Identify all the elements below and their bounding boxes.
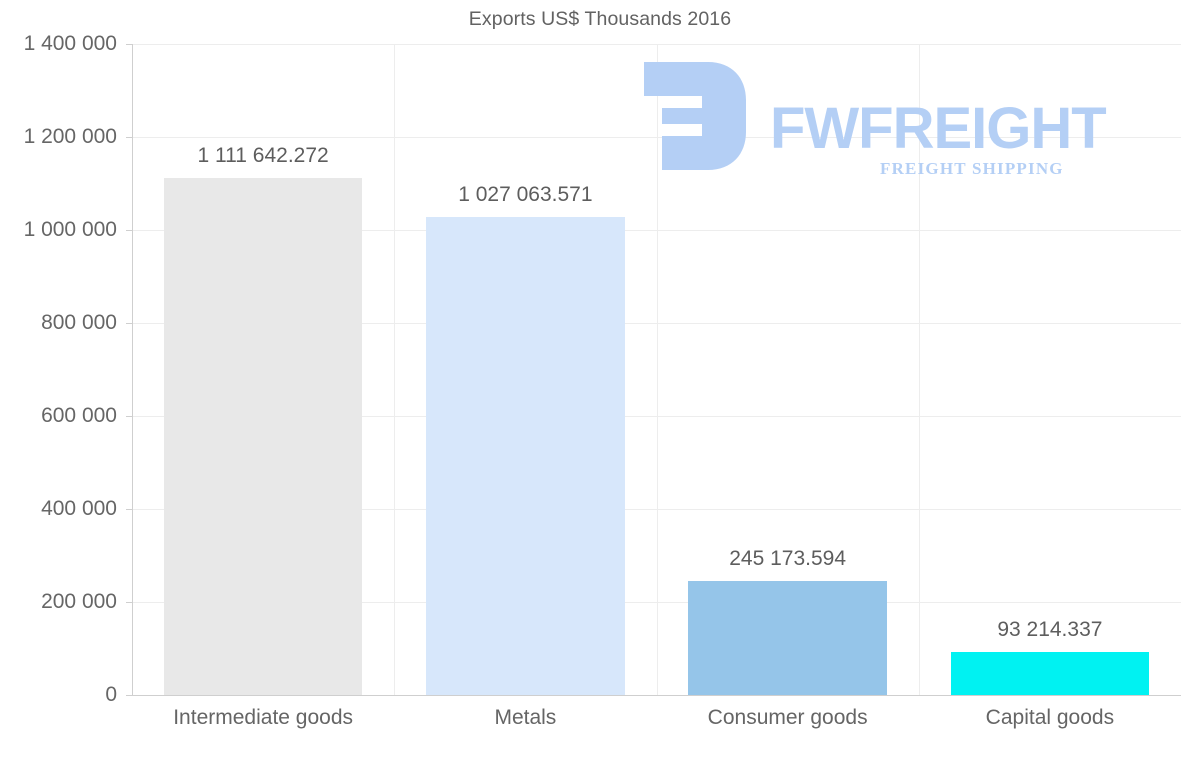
bar[interactable] [163,178,363,695]
plot-area [132,44,1181,696]
bar[interactable] [426,217,625,695]
x-axis-category-label: Capital goods [985,706,1115,729]
y-axis-tick-label: 200 000 [41,590,117,613]
bar-value-label: 1 111 642.272 [197,144,329,168]
y-axis-tick-mark [126,509,133,510]
y-axis-tick-mark [126,44,133,45]
y-axis-tick-mark [126,323,133,324]
y-axis-tick-label: 0 [105,683,117,706]
gridline-vertical [918,44,920,695]
y-axis-tick-mark [126,230,133,231]
bar-value-label: 1 027 063.571 [458,183,593,207]
bar[interactable] [950,651,1150,695]
gridline-horizontal [132,695,1181,696]
bar[interactable] [688,581,887,695]
x-axis-category-label: Intermediate goods [173,706,354,729]
y-axis-tick-label: 1 400 000 [23,32,117,55]
x-axis-category-label: Consumer goods [707,706,868,729]
gridline-vertical [394,44,396,695]
bar-value-label: 93 214.337 [997,617,1103,641]
x-axis-category-label: Metals [494,706,557,729]
y-axis-tick-mark [126,416,133,417]
gridline-vertical [656,44,658,695]
y-axis-tick-label: 600 000 [41,404,117,427]
y-axis-tick-label: 1 200 000 [23,125,117,148]
y-axis-tick-mark [126,602,133,603]
y-axis-tick-mark [126,695,133,696]
chart-title: Exports US$ Thousands 2016 [468,8,732,30]
y-axis-tick-mark [126,137,133,138]
y-axis-line [132,44,133,696]
bar-value-label: 245 173.594 [729,546,847,570]
y-axis-tick-label: 1 000 000 [23,218,117,241]
y-axis-tick-label: 400 000 [41,497,117,520]
y-axis-tick-label: 800 000 [41,311,117,334]
